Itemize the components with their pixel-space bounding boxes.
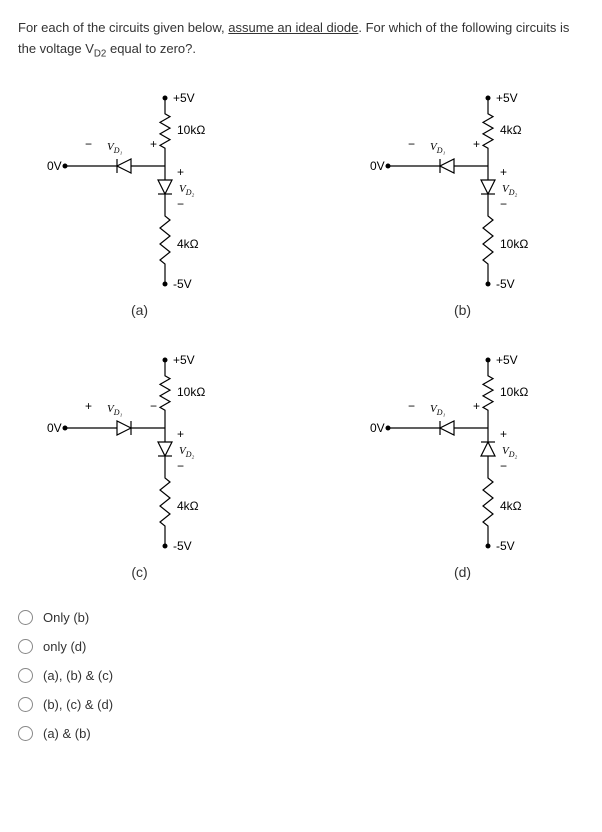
circuit-a: +5V10kΩ0V −VD₁+ +VD₂−4kΩ-5V (a) xyxy=(18,86,261,318)
svg-text:+5V: +5V xyxy=(496,353,518,367)
svg-text:+: + xyxy=(177,427,184,441)
svg-text:0V: 0V xyxy=(370,421,385,435)
svg-text:4kΩ: 4kΩ xyxy=(500,123,522,137)
svg-text:VD₂: VD₂ xyxy=(179,445,195,459)
svg-text:10kΩ: 10kΩ xyxy=(500,237,528,251)
svg-text:−: − xyxy=(85,137,92,151)
circuit-d: +5V10kΩ0V −VD₁+ +VD₂−4kΩ-5V (d) xyxy=(341,348,584,580)
radio-icon xyxy=(18,726,33,741)
circuit-b-svg: +5V4kΩ0V −VD₁+ +VD₂−10kΩ-5V xyxy=(368,86,558,296)
svg-text:VD₂: VD₂ xyxy=(502,445,518,459)
radio-icon xyxy=(18,639,33,654)
svg-text:+: + xyxy=(500,427,507,441)
question-suffix: equal to zero?. xyxy=(106,41,196,56)
svg-text:0V: 0V xyxy=(47,421,62,435)
option-label: Only (b) xyxy=(43,610,89,625)
svg-text:VD₁: VD₁ xyxy=(107,141,123,155)
svg-text:+: + xyxy=(500,165,507,179)
svg-text:−: − xyxy=(408,399,415,413)
circuit-c-label: (c) xyxy=(131,564,147,580)
svg-text:10kΩ: 10kΩ xyxy=(177,123,205,137)
svg-text:+: + xyxy=(85,399,92,413)
svg-text:4kΩ: 4kΩ xyxy=(500,499,522,513)
question-text: For each of the circuits given below, as… xyxy=(18,18,584,62)
radio-icon xyxy=(18,697,33,712)
svg-text:+: + xyxy=(150,137,157,151)
circuit-c: +5V10kΩ0V +VD₁− +VD₂−4kΩ-5V (c) xyxy=(18,348,261,580)
svg-text:-5V: -5V xyxy=(496,539,515,553)
option-label: (a), (b) & (c) xyxy=(43,668,113,683)
circuit-a-label: (a) xyxy=(131,302,148,318)
svg-text:10kΩ: 10kΩ xyxy=(177,385,205,399)
option-0[interactable]: Only (b) xyxy=(18,610,584,625)
svg-text:VD₁: VD₁ xyxy=(430,403,446,417)
question-underlined: assume an ideal diode xyxy=(228,20,358,35)
svg-text:+5V: +5V xyxy=(173,353,195,367)
svg-text:VD₁: VD₁ xyxy=(107,403,123,417)
option-4[interactable]: (a) & (b) xyxy=(18,726,584,741)
svg-text:−: − xyxy=(150,399,157,413)
svg-text:+: + xyxy=(177,165,184,179)
svg-text:4kΩ: 4kΩ xyxy=(177,499,199,513)
option-label: only (d) xyxy=(43,639,86,654)
circuit-b: +5V4kΩ0V −VD₁+ +VD₂−10kΩ-5V (b) xyxy=(341,86,584,318)
options-list: Only (b) only (d) (a), (b) & (c) (b), (c… xyxy=(18,610,584,741)
option-1[interactable]: only (d) xyxy=(18,639,584,654)
svg-text:−: − xyxy=(500,197,507,211)
circuits-grid: +5V10kΩ0V −VD₁+ +VD₂−4kΩ-5V (a) +5V4kΩ0V… xyxy=(18,86,584,580)
svg-text:VD₁: VD₁ xyxy=(430,141,446,155)
circuit-d-label: (d) xyxy=(454,564,471,580)
question-sub: D2 xyxy=(94,48,106,59)
svg-text:10kΩ: 10kΩ xyxy=(500,385,528,399)
circuit-c-svg: +5V10kΩ0V +VD₁− +VD₂−4kΩ-5V xyxy=(45,348,235,558)
circuit-d-svg: +5V10kΩ0V −VD₁+ +VD₂−4kΩ-5V xyxy=(368,348,558,558)
svg-text:-5V: -5V xyxy=(173,277,192,291)
option-3[interactable]: (b), (c) & (d) xyxy=(18,697,584,712)
svg-text:0V: 0V xyxy=(47,159,62,173)
svg-text:-5V: -5V xyxy=(173,539,192,553)
svg-text:−: − xyxy=(177,197,184,211)
svg-text:0V: 0V xyxy=(370,159,385,173)
radio-icon xyxy=(18,610,33,625)
option-2[interactable]: (a), (b) & (c) xyxy=(18,668,584,683)
svg-text:−: − xyxy=(500,459,507,473)
svg-text:VD₂: VD₂ xyxy=(179,183,195,197)
svg-text:+5V: +5V xyxy=(496,91,518,105)
question-prefix: For each of the circuits given below, xyxy=(18,20,228,35)
circuit-b-label: (b) xyxy=(454,302,471,318)
option-label: (b), (c) & (d) xyxy=(43,697,113,712)
svg-text:+: + xyxy=(473,399,480,413)
option-label: (a) & (b) xyxy=(43,726,91,741)
circuit-a-svg: +5V10kΩ0V −VD₁+ +VD₂−4kΩ-5V xyxy=(45,86,235,296)
svg-text:−: − xyxy=(408,137,415,151)
svg-text:+5V: +5V xyxy=(173,91,195,105)
svg-text:−: − xyxy=(177,459,184,473)
svg-text:VD₂: VD₂ xyxy=(502,183,518,197)
radio-icon xyxy=(18,668,33,683)
svg-text:-5V: -5V xyxy=(496,277,515,291)
svg-text:+: + xyxy=(473,137,480,151)
svg-text:4kΩ: 4kΩ xyxy=(177,237,199,251)
